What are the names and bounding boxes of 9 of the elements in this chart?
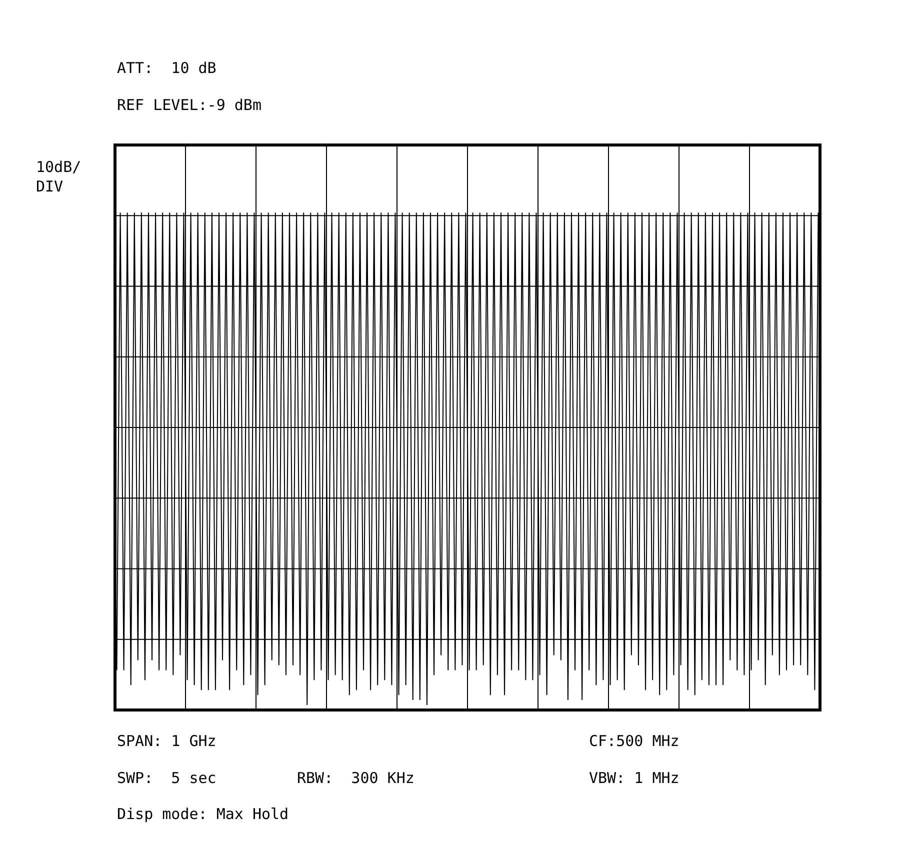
text: VBW: 1 MHz: [589, 769, 680, 787]
text: RBW: 300 KHz: [297, 769, 414, 787]
text: SPAN: 1 GHz: [117, 732, 216, 750]
text: ATT: 10 dB: [117, 59, 216, 77]
text: SWP: 5 sec: [117, 769, 216, 787]
y-axis-title: 10dB/ DIV: [36, 158, 82, 196]
text: Disp mode: Max Hold: [117, 805, 289, 823]
text: REF LEVEL:-9 dBm: [117, 96, 262, 114]
text: CF:500 MHz: [589, 732, 680, 750]
